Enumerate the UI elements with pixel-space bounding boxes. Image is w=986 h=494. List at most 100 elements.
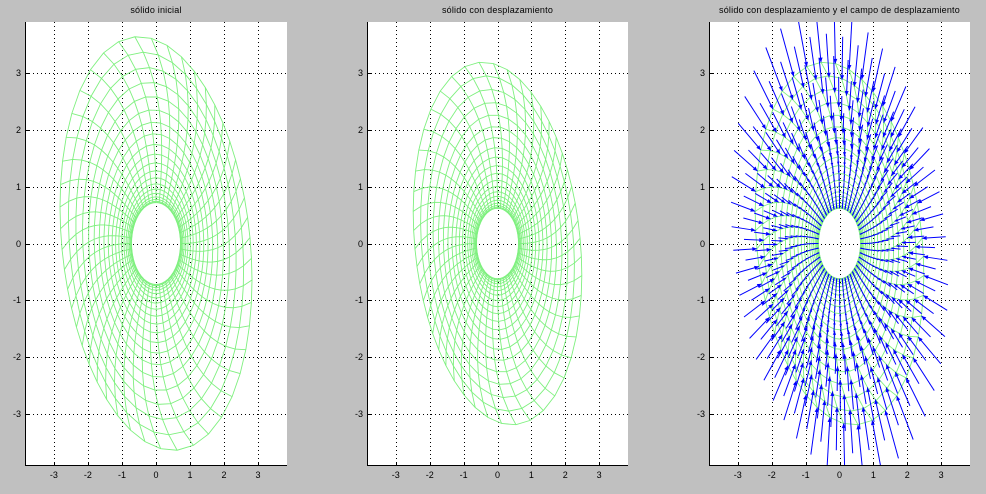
- x-tick-mark: [941, 462, 942, 465]
- plot-canvas: [709, 22, 970, 465]
- y-tick-mark: [368, 73, 371, 74]
- grid-lines: [367, 22, 628, 465]
- mesh-lines: [754, 61, 925, 426]
- x-tick-label: 1: [528, 470, 534, 480]
- x-tick-mark: [54, 462, 55, 465]
- displacement-field-arrows: [730, 22, 949, 465]
- x-tick-label: 2: [221, 470, 227, 480]
- x-tick-mark: [599, 462, 600, 465]
- y-tick-mark: [368, 300, 371, 301]
- grid-lines: [25, 22, 287, 465]
- y-tick-label: -1: [696, 295, 705, 306]
- y-tick-mark: [710, 300, 713, 301]
- y-tick-label: -3: [696, 408, 705, 419]
- mesh-lines: [412, 61, 583, 426]
- y-tick-label: 1: [15, 181, 21, 192]
- x-tick-label: 3: [255, 470, 261, 480]
- x-tick-mark: [873, 462, 874, 465]
- x-tick-label: 1: [870, 470, 876, 480]
- plot-area: [709, 22, 970, 465]
- y-tick-mark: [368, 187, 371, 188]
- x-tick-mark: [565, 462, 566, 465]
- y-tick-mark: [710, 244, 713, 245]
- y-tick-mark: [710, 73, 713, 74]
- y-tick-mark: [26, 130, 29, 131]
- x-axis-line: [25, 465, 287, 466]
- x-tick-mark: [156, 462, 157, 465]
- y-tick-mark: [26, 244, 29, 245]
- x-tick-label: -2: [425, 470, 434, 480]
- plot-canvas: [25, 22, 287, 465]
- y-tick-label: 0: [357, 238, 363, 249]
- x-tick-mark: [806, 462, 807, 465]
- y-tick-label: 3: [15, 68, 21, 79]
- y-tick-mark: [710, 187, 713, 188]
- x-tick-mark: [396, 462, 397, 465]
- y-tick-mark: [26, 187, 29, 188]
- x-tick-label: -3: [49, 470, 58, 480]
- y-tick-mark: [368, 357, 371, 358]
- y-axis-line: [25, 22, 26, 465]
- x-tick-label: 0: [836, 470, 843, 480]
- x-axis-line: [709, 465, 970, 466]
- y-tick-label: 2: [699, 124, 705, 135]
- x-tick-mark: [122, 462, 123, 465]
- x-tick-mark: [224, 462, 225, 465]
- y-tick-label: -2: [696, 352, 705, 363]
- x-tick-mark: [258, 462, 259, 465]
- y-tick-label: 0: [15, 238, 21, 249]
- y-tick-mark: [368, 244, 371, 245]
- x-tick-mark: [738, 462, 739, 465]
- y-tick-label: 3: [699, 68, 705, 79]
- y-tick-label: -2: [354, 352, 363, 363]
- panel-title: sólido inicial: [130, 5, 182, 15]
- x-tick-label: -1: [117, 470, 126, 480]
- x-axis-line: [367, 465, 628, 466]
- x-tick-label: 3: [938, 470, 944, 480]
- y-tick-mark: [710, 414, 713, 415]
- x-tick-mark: [464, 462, 465, 465]
- x-tick-label: -3: [733, 470, 742, 480]
- x-tick-label: -1: [459, 470, 468, 480]
- y-tick-label: -2: [12, 352, 21, 363]
- y-tick-mark: [368, 130, 371, 131]
- x-tick-mark: [498, 462, 499, 465]
- x-tick-mark: [190, 462, 191, 465]
- plot-canvas: [367, 22, 628, 465]
- plot-area: [367, 22, 628, 465]
- x-tick-mark: [531, 462, 532, 465]
- y-tick-label: -3: [12, 408, 21, 419]
- y-tick-mark: [710, 130, 713, 131]
- y-tick-label: 3: [357, 68, 363, 79]
- x-tick-label: -2: [767, 470, 776, 480]
- y-tick-label: 2: [15, 124, 21, 135]
- y-axis-line: [709, 22, 710, 465]
- grid-lines: [709, 22, 970, 465]
- plot-area: [25, 22, 287, 465]
- y-tick-label: 2: [357, 124, 363, 135]
- x-tick-label: -1: [801, 470, 810, 480]
- y-tick-mark: [26, 73, 29, 74]
- y-axis-line: [367, 22, 368, 465]
- y-tick-mark: [368, 414, 371, 415]
- x-tick-mark: [88, 462, 89, 465]
- x-tick-label: -2: [83, 470, 92, 480]
- x-tick-mark: [840, 462, 841, 465]
- y-tick-mark: [26, 414, 29, 415]
- y-tick-label: -3: [354, 408, 363, 419]
- y-tick-label: 0: [699, 238, 705, 249]
- y-tick-mark: [26, 357, 29, 358]
- x-tick-mark: [430, 462, 431, 465]
- x-tick-label: 3: [596, 470, 602, 480]
- y-tick-label: -1: [354, 295, 363, 306]
- y-tick-label: 1: [357, 181, 363, 192]
- mesh-lines: [59, 36, 253, 451]
- x-tick-mark: [907, 462, 908, 465]
- x-tick-label: 2: [904, 470, 910, 480]
- y-tick-mark: [26, 300, 29, 301]
- x-tick-label: 1: [187, 470, 193, 480]
- panel-title: sólido con desplazamiento y el campo de …: [719, 5, 960, 15]
- x-tick-label: -3: [391, 470, 400, 480]
- y-tick-label: -1: [12, 295, 21, 306]
